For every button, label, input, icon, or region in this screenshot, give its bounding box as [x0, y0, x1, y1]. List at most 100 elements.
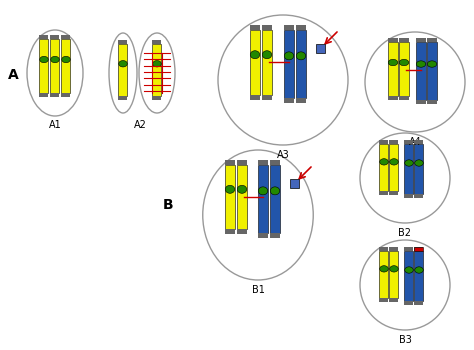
Bar — [258, 160, 268, 165]
Ellipse shape — [388, 59, 398, 66]
Ellipse shape — [262, 51, 272, 59]
Bar — [284, 30, 294, 98]
Bar — [291, 178, 300, 188]
Bar — [270, 160, 280, 165]
Bar — [284, 98, 294, 103]
Bar — [62, 39, 71, 93]
Ellipse shape — [270, 187, 280, 195]
Bar — [390, 144, 399, 191]
Bar — [427, 42, 437, 100]
Text: B: B — [163, 198, 173, 212]
Bar — [380, 251, 389, 298]
Bar — [404, 301, 413, 305]
Bar — [39, 39, 48, 93]
Bar — [404, 194, 413, 198]
Bar — [416, 38, 426, 42]
Ellipse shape — [390, 159, 398, 165]
Bar — [225, 160, 235, 165]
Bar — [380, 191, 389, 195]
Bar — [250, 30, 260, 95]
Bar — [404, 251, 413, 301]
Bar — [237, 160, 247, 165]
Bar — [390, 191, 399, 195]
Bar — [118, 40, 128, 44]
Bar — [262, 95, 272, 100]
Text: A2: A2 — [134, 120, 146, 130]
Ellipse shape — [427, 61, 437, 67]
Bar — [39, 93, 48, 97]
Bar — [388, 42, 398, 96]
Ellipse shape — [296, 52, 306, 60]
Ellipse shape — [258, 187, 268, 195]
Ellipse shape — [380, 266, 388, 272]
Ellipse shape — [153, 61, 161, 67]
Bar — [39, 35, 48, 39]
Ellipse shape — [405, 267, 413, 273]
Bar — [390, 298, 399, 302]
Bar — [153, 44, 162, 96]
Ellipse shape — [62, 56, 70, 63]
Bar — [404, 247, 413, 251]
Bar — [250, 95, 260, 100]
Bar — [237, 165, 247, 229]
Text: B1: B1 — [252, 285, 264, 295]
Bar — [62, 35, 71, 39]
Bar — [390, 251, 399, 298]
Bar — [237, 229, 247, 234]
Bar — [62, 93, 71, 97]
Bar — [380, 247, 389, 251]
Ellipse shape — [416, 61, 426, 67]
Ellipse shape — [225, 185, 235, 193]
Bar — [225, 229, 235, 234]
Bar — [51, 35, 60, 39]
Bar — [414, 140, 423, 144]
Bar — [51, 39, 60, 93]
Bar — [51, 93, 60, 97]
Text: A4: A4 — [409, 137, 421, 147]
Bar — [414, 251, 423, 301]
Bar — [262, 30, 272, 95]
Bar — [414, 247, 423, 251]
Bar — [296, 25, 306, 30]
Bar — [317, 43, 326, 52]
Ellipse shape — [40, 56, 48, 63]
Bar — [404, 144, 413, 194]
Bar — [118, 44, 128, 96]
Text: A3: A3 — [277, 150, 289, 160]
Bar — [399, 42, 409, 96]
Bar — [380, 298, 389, 302]
Ellipse shape — [415, 267, 423, 273]
Bar — [270, 165, 280, 233]
Ellipse shape — [237, 185, 247, 193]
Bar — [262, 25, 272, 30]
Bar — [416, 100, 426, 104]
Bar — [414, 144, 423, 194]
Ellipse shape — [284, 52, 294, 60]
Bar — [404, 140, 413, 144]
Ellipse shape — [415, 160, 423, 166]
Bar — [399, 96, 409, 100]
Ellipse shape — [51, 56, 59, 63]
Ellipse shape — [390, 266, 398, 272]
Ellipse shape — [118, 61, 128, 67]
Bar — [388, 38, 398, 42]
Bar — [399, 38, 409, 42]
Text: A: A — [8, 68, 19, 82]
Ellipse shape — [380, 159, 388, 165]
Bar — [427, 100, 437, 104]
Bar — [380, 144, 389, 191]
Bar — [296, 98, 306, 103]
Bar — [296, 30, 306, 98]
Text: A1: A1 — [49, 120, 61, 130]
Bar — [414, 247, 423, 251]
Bar — [390, 140, 399, 144]
Ellipse shape — [399, 59, 409, 66]
Bar — [153, 40, 162, 44]
Bar — [153, 96, 162, 100]
Bar — [270, 233, 280, 238]
Bar — [250, 25, 260, 30]
Bar — [427, 38, 437, 42]
Bar — [388, 96, 398, 100]
Ellipse shape — [250, 51, 260, 59]
Text: B3: B3 — [399, 335, 411, 345]
